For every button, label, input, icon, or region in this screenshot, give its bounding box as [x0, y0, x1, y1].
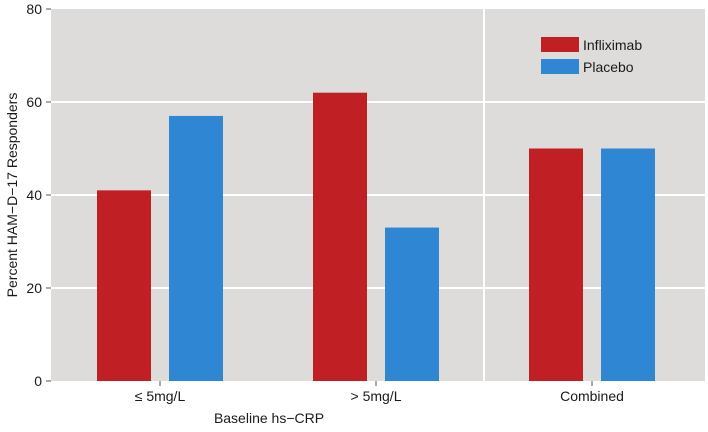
legend: Infliximab Placebo: [541, 37, 642, 75]
legend-swatch-placebo: [541, 59, 579, 74]
x-axis-ticks: ≤ 5mg/L > 5mg/L Combined: [135, 381, 624, 404]
x-tick-label: Combined: [560, 388, 624, 404]
legend-label-placebo: Placebo: [583, 59, 634, 75]
bar-placebo-3: [601, 148, 655, 381]
bar-infliximab-3: [529, 148, 583, 381]
legend-label-infliximab: Infliximab: [583, 37, 642, 53]
y-tick-label: 20: [26, 280, 42, 296]
bar-infliximab-1: [97, 190, 151, 381]
x-tick-label: > 5mg/L: [351, 388, 402, 404]
y-tick-label: 80: [26, 1, 42, 17]
legend-swatch-infliximab: [541, 37, 579, 52]
x-tick-label: ≤ 5mg/L: [135, 388, 186, 404]
gridlines: [51, 101, 705, 289]
bar-infliximab-2: [313, 92, 367, 381]
x-axis-title: Baseline hs−CRP: [214, 410, 324, 426]
y-tick-label: 0: [34, 373, 42, 389]
y-tick-label: 60: [26, 94, 42, 110]
y-tick-label: 40: [26, 187, 42, 203]
bar-placebo-2: [385, 227, 439, 381]
y-axis-ticks: 0 20 40 60 80: [26, 1, 51, 389]
y-axis-title: Percent HAM−D−17 Responders: [4, 93, 20, 298]
bar-placebo-1: [169, 115, 223, 381]
bars: [97, 92, 655, 381]
